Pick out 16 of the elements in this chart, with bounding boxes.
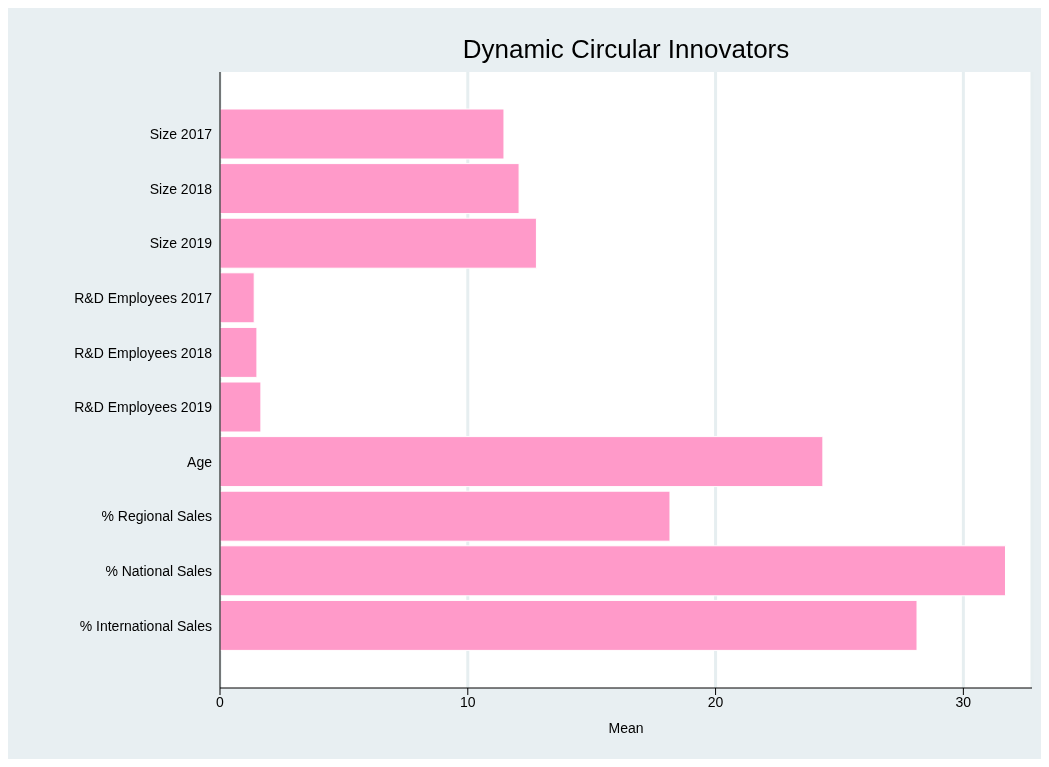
y-tick-label: Size 2019 — [149, 235, 213, 252]
y-tick-label: R&D Employees 2019 — [74, 399, 213, 416]
x-tick-label: 20 — [707, 693, 724, 710]
y-tick-label: % National Sales — [105, 563, 212, 580]
chart-title: Dynamic Circular Innovators — [461, 34, 791, 65]
y-tick-label: % International Sales — [79, 617, 212, 634]
y-tick-label: Size 2018 — [149, 180, 213, 197]
y-tick-label: R&D Employees 2017 — [74, 290, 213, 307]
y-tick-label: % Regional Sales — [101, 508, 212, 525]
x-tick-label: 10 — [460, 693, 476, 710]
y-tick-label: Size 2017 — [149, 126, 213, 143]
y-tick-label: Age — [187, 453, 213, 470]
x-tick-label: 0 — [216, 693, 225, 710]
x-axis-title: Mean — [608, 720, 644, 736]
y-tick-label: R&D Employees 2018 — [74, 344, 213, 361]
x-tick-label: 30 — [955, 693, 972, 710]
